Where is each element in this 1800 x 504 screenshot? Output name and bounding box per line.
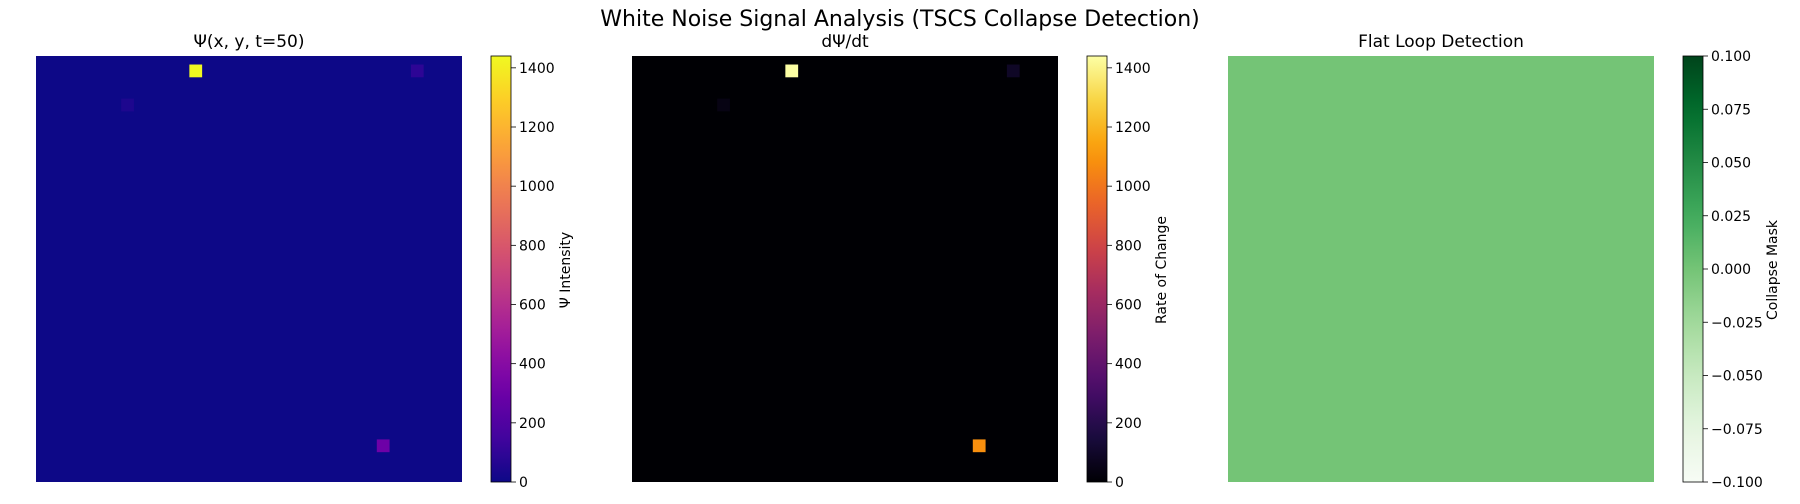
panel-1-colorbar-label: Ψ Intensity [558, 232, 574, 308]
panel-2-title: dΨ/dt [821, 32, 869, 52]
heatmap-cell-1 [189, 64, 203, 78]
colorbar-tick-label: 200 [1115, 416, 1142, 432]
colorbar-tick-label: 0.000 [1711, 262, 1751, 278]
heatmap-cell-1 [785, 64, 799, 78]
panel-3-heatmap [1228, 56, 1654, 482]
colorbar-tick-label: 1400 [519, 61, 555, 77]
heatmap-cell-3 [121, 98, 134, 112]
heatmap-cell-4 [972, 439, 986, 453]
colorbar-tick-label: 1000 [519, 179, 555, 195]
colorbar-tick-label: 0.025 [1711, 209, 1751, 225]
colorbar-tick-label: 400 [1115, 357, 1142, 373]
colorbar-tick-label: 0.075 [1711, 102, 1751, 118]
colorbar-tick-label: 0.050 [1711, 156, 1751, 172]
figure-title: White Noise Signal Analysis (TSCS Collap… [600, 7, 1199, 32]
colorbar-tick-label: 600 [1115, 298, 1142, 314]
heatmap-cell-2 [410, 64, 424, 78]
colorbar-tick-label: 800 [1115, 238, 1142, 254]
panel-1-colorbar: 0 200 400 600 800 1000 1200 1400 [490, 55, 555, 491]
colorbar-tick-label: −0.075 [1711, 422, 1763, 438]
panel-1-title: Ψ(x, y, t=50) [194, 32, 305, 52]
colorbar-tick-label: 1200 [1115, 120, 1151, 136]
colorbar-tick-label: −0.100 [1711, 475, 1763, 491]
panel-3-colorbar-label: Collapse Mask [1765, 219, 1781, 320]
colorbar-tick-label: 800 [519, 238, 546, 254]
heatmap-background [1228, 56, 1654, 482]
heatmap-cell-2 [1006, 64, 1020, 78]
colorbar-tick-label: 0 [1115, 475, 1124, 491]
colorbar-tick-label: 400 [519, 357, 546, 373]
colorbar-gradient [1086, 55, 1108, 483]
heatmap-cell-3 [717, 98, 730, 112]
heatmap-cell-4 [376, 439, 390, 453]
colorbar-tick-label: 200 [519, 416, 546, 432]
panel-2-colorbar: 0 200 400 600 800 1000 1200 1400 [1086, 55, 1151, 491]
colorbar-tick-label: 600 [519, 298, 546, 314]
panel-3-colorbar: −0.100 −0.075 −0.050 −0.025 0.000 0.025 0.050 0… [1682, 49, 1763, 491]
colorbar-tick-label: 1000 [1115, 179, 1151, 195]
colorbar-tick-label: 0 [519, 475, 528, 491]
colorbar-tick-label: −0.050 [1711, 369, 1763, 385]
colorbar-tick-label: −0.025 [1711, 315, 1763, 331]
colorbar-gradient [1682, 55, 1704, 483]
panel-1-heatmap [36, 56, 462, 482]
colorbar-tick-label: 0.100 [1711, 49, 1751, 65]
panel-3-title: Flat Loop Detection [1358, 32, 1524, 52]
colorbar-tick-label: 1200 [519, 120, 555, 136]
colorbar-gradient [490, 55, 512, 483]
heatmap-background [632, 56, 1058, 482]
colorbar-tick-label: 1400 [1115, 61, 1151, 77]
panel-2-heatmap [632, 56, 1058, 482]
panel-2-colorbar-label: Rate of Change [1154, 216, 1170, 324]
heatmap-background [36, 56, 462, 482]
